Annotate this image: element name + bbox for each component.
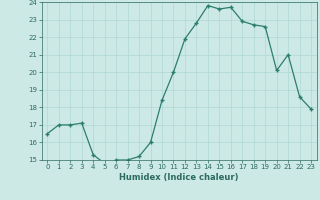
X-axis label: Humidex (Indice chaleur): Humidex (Indice chaleur) (119, 173, 239, 182)
